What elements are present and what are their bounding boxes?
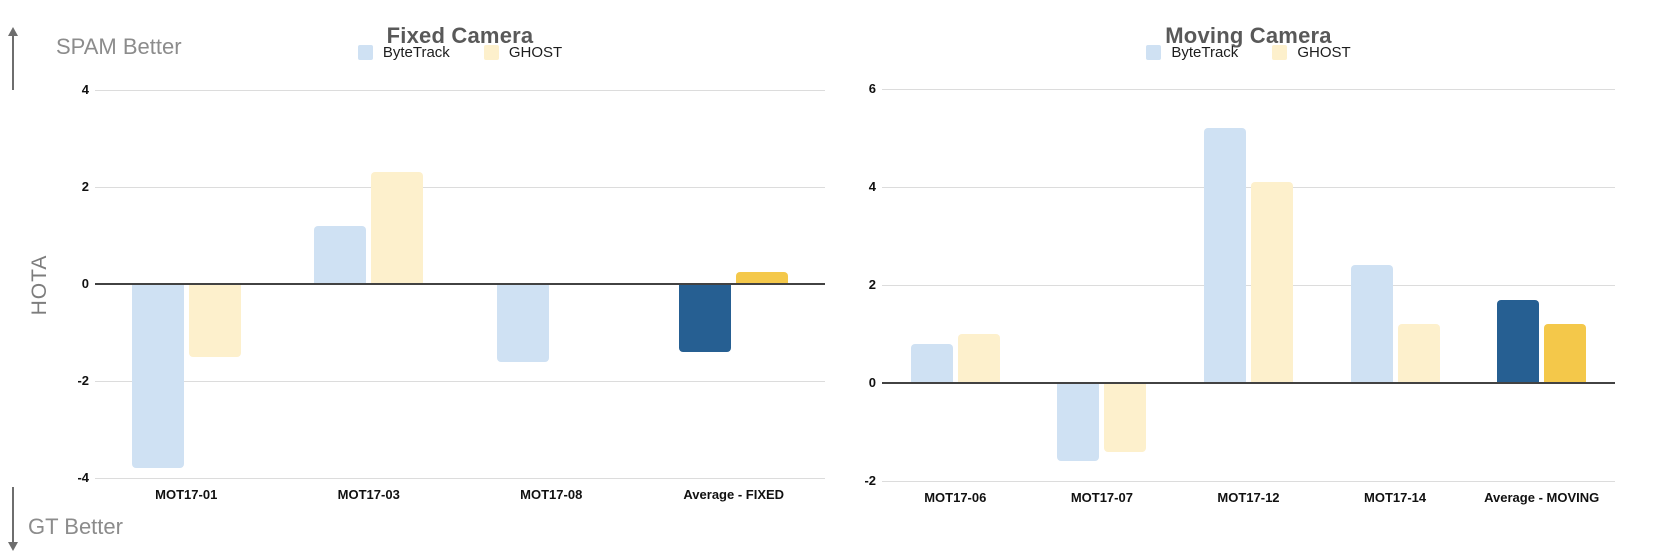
gridline	[882, 88, 1615, 90]
plot-area: 6 4 2 0 -2 MOT17-06 MOT17-07 MOT17-12 MOT17-14 Av…	[864, 81, 1615, 505]
legend-entry-ghost: GHOST	[483, 44, 563, 61]
gridline	[95, 89, 825, 91]
y-tick-label: 2	[81, 179, 89, 194]
bytetrack-swatch-icon	[1146, 45, 1162, 60]
legend-label-ghost: GHOST	[1297, 44, 1351, 61]
category-label: MOT17-08	[520, 487, 583, 502]
category-label: MOT17-07	[1070, 490, 1133, 505]
bar-bytetrack-mot17-14	[1350, 265, 1393, 383]
bytetrack-swatch-icon	[357, 45, 373, 60]
chart-title: Moving Camera	[1165, 23, 1332, 49]
bar-ghost-mot17-07	[1104, 383, 1147, 452]
bar-bytetrack-average-moving	[1497, 299, 1540, 383]
y-tick-label: 6	[868, 81, 876, 96]
spam-better-label: SPAM Better	[56, 34, 182, 59]
legend-entry-bytetrack: ByteTrack	[357, 44, 450, 61]
legend-label-bytetrack: ByteTrack	[382, 44, 450, 61]
gridline	[95, 380, 825, 382]
legend-label-ghost: GHOST	[508, 44, 563, 61]
bar-ghost-mot17-06	[957, 334, 1000, 383]
legend-entry-bytetrack: ByteTrack	[1146, 44, 1238, 61]
y-tick-label: 2	[868, 277, 876, 292]
arrow-up-icon	[6, 27, 20, 90]
bar-ghost-mot17-14	[1397, 324, 1440, 383]
gridline	[95, 186, 825, 188]
gridline	[882, 284, 1615, 286]
ghost-swatch-icon	[1272, 45, 1288, 60]
y-tick-label: -2	[864, 473, 876, 488]
y-tick-label: 4	[81, 82, 89, 97]
bar-bytetrack-mot17-01	[131, 284, 184, 469]
zero-line	[882, 382, 1615, 384]
legend-label-bytetrack: ByteTrack	[1171, 44, 1239, 61]
y-tick-label: -4	[77, 470, 89, 485]
bar-ghost-average-moving	[1544, 324, 1587, 383]
category-label: MOT17-12	[1217, 490, 1280, 505]
gridline	[95, 477, 825, 479]
moving-camera-chart: Moving Camera ByteTrack GHOST 6 4 2 0 -2 MOT1…	[864, 0, 1615, 553]
bar-bytetrack-mot17-07	[1057, 383, 1100, 462]
bar-bytetrack-mot17-03	[314, 225, 367, 284]
legend: ByteTrack GHOST	[95, 44, 825, 61]
zero-line	[95, 283, 825, 285]
bar-bytetrack-mot17-08	[496, 284, 549, 362]
category-label: MOT17-06	[924, 490, 987, 505]
ghost-swatch-icon	[483, 45, 499, 60]
category-label: Average - MOVING	[1484, 490, 1600, 505]
category-label: MOT17-14	[1364, 490, 1427, 505]
category-label: Average - FIXED	[683, 487, 785, 502]
gt-better-label: GT Better	[28, 514, 123, 539]
gridline	[882, 480, 1615, 482]
legend: ByteTrack GHOST	[882, 44, 1615, 61]
plot-area: 4 2 0 -2 -4 MOT17-01 MOT17-03 MOT17-08 Average -…	[77, 82, 825, 502]
fixed-camera-chart: Fixed Camera ByteTrack GHOST 4 2 0 -2 -4 MOT1…	[77, 0, 825, 553]
chart-title: Fixed Camera	[386, 23, 534, 49]
bar-ghost-average-fixed	[736, 271, 789, 284]
y-tick-label: -2	[77, 373, 89, 388]
y-tick-label: 0	[81, 276, 89, 291]
bar-ghost-mot17-01	[188, 284, 241, 357]
category-label: MOT17-01	[155, 487, 218, 502]
bar-bytetrack-mot17-06	[910, 343, 953, 383]
arrow-down-icon	[6, 487, 20, 551]
bar-ghost-mot17-12	[1251, 182, 1293, 383]
bar-bytetrack-mot17-12	[1204, 128, 1246, 383]
y-tick-label: 0	[868, 375, 876, 390]
bar-bytetrack-average-fixed	[679, 284, 732, 352]
category-label: MOT17-03	[337, 487, 400, 502]
gridline	[882, 186, 1615, 188]
hota-axis-label: HOTA	[28, 254, 51, 316]
y-tick-label: 4	[868, 179, 876, 194]
legend-entry-ghost: GHOST	[1272, 44, 1351, 61]
bar-ghost-mot17-03	[371, 172, 424, 284]
